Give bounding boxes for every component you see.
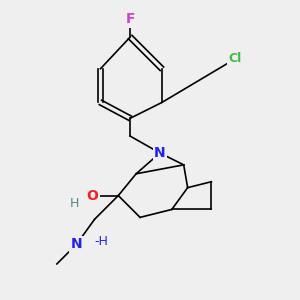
Text: N: N bbox=[154, 146, 166, 160]
Text: Cl: Cl bbox=[229, 52, 242, 65]
Text: -H: -H bbox=[94, 235, 108, 248]
Text: F: F bbox=[125, 12, 135, 26]
Text: N: N bbox=[71, 237, 82, 251]
Text: O: O bbox=[87, 189, 98, 202]
Text: H: H bbox=[70, 197, 80, 210]
